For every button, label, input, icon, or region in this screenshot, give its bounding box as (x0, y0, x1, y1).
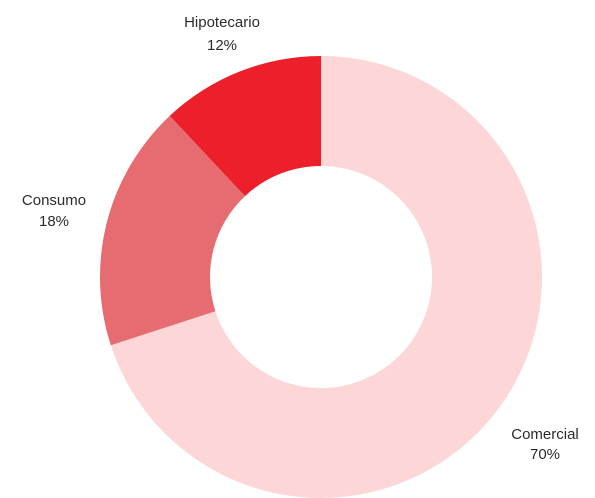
slice-label-comercial: Comercial (511, 426, 579, 443)
donut-slices (100, 55, 542, 498)
slice-consumo (100, 115, 246, 346)
slice-hipotecario (169, 55, 321, 197)
slice-value-consumo: 18% (39, 213, 69, 230)
slice-value-hipotecario: 12% (207, 37, 237, 54)
slice-labels: Comercial 70% Consumo 18% Hipotecario 12% (22, 14, 579, 463)
slice-value-comercial: 70% (530, 446, 560, 463)
slice-comercial (110, 56, 542, 498)
slice-label-consumo: Consumo (22, 192, 86, 209)
slice-label-hipotecario: Hipotecario (184, 14, 260, 31)
